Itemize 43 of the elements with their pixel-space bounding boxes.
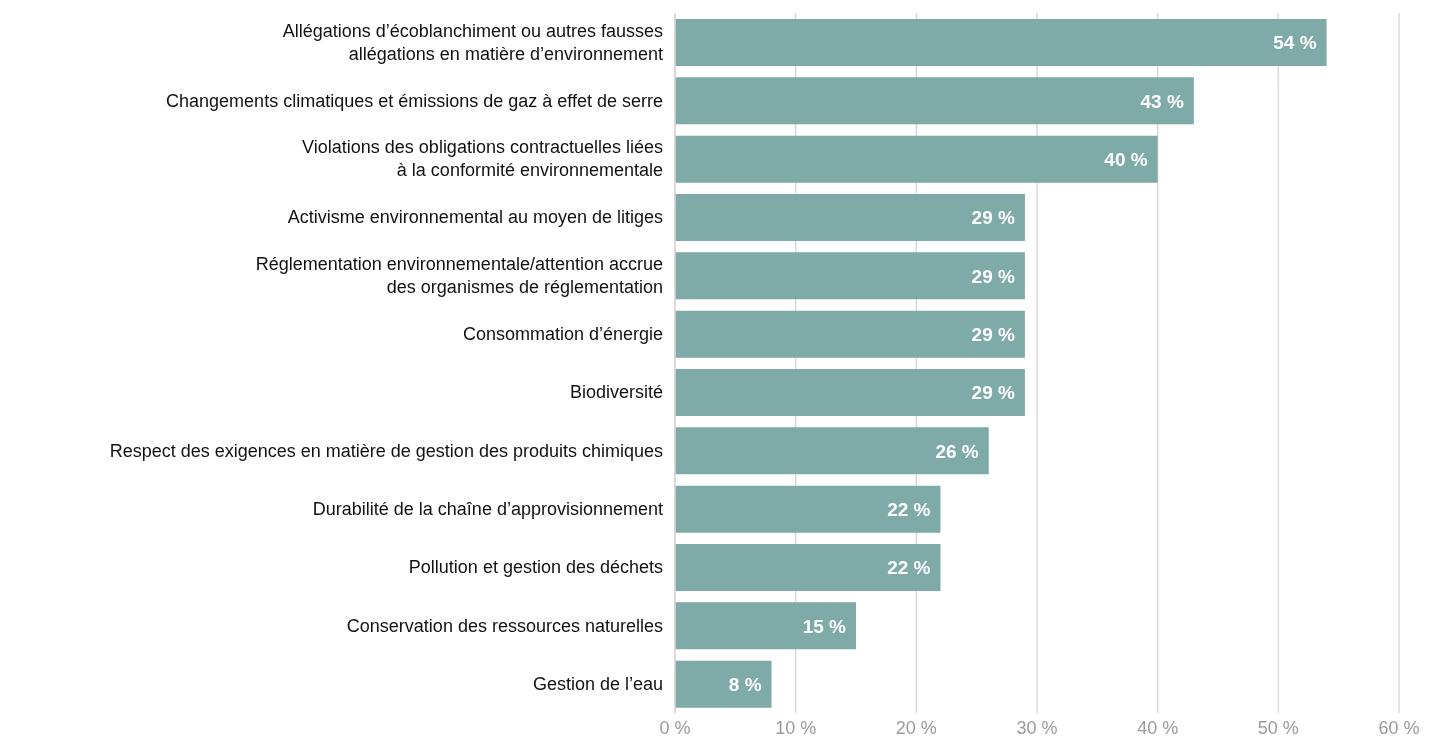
bar (675, 194, 1025, 241)
data-label: 22 % (887, 498, 931, 520)
x-tick-label: 10 % (775, 717, 817, 738)
data-label: 29 % (971, 323, 1016, 345)
x-tick-label: 50 % (1257, 717, 1299, 738)
y-tick-label: Durabilité de la chaîne d’approvisionnement (312, 498, 663, 519)
x-tick-label: 40 % (1137, 717, 1179, 738)
y-tick-label: Gestion de l’eau (532, 673, 663, 694)
x-tick-label: 20 % (895, 717, 937, 738)
y-tick-label: Changements climatiques et émissions de gaz à effet de serre (166, 90, 663, 111)
bar (675, 485, 941, 533)
data-label: 8 % (728, 673, 762, 695)
data-label: 29 % (971, 265, 1016, 287)
bar (675, 310, 1025, 358)
y-tick-label: Violations des obligations contractuelles liées à la conformité environnementale (302, 137, 663, 181)
bar (675, 544, 941, 591)
bar (675, 602, 856, 650)
data-label: 15 % (802, 615, 847, 637)
y-tick-label: Consommation d’énergie (462, 323, 663, 344)
data-label: 29 % (971, 382, 1016, 404)
data-label: 29 % (971, 207, 1016, 229)
y-tick-label: Allégations d’écoblanchiment ou autres fausses allégations en matière d’environnement (282, 20, 663, 64)
data-label: 40 % (1104, 148, 1148, 170)
bar (675, 660, 772, 708)
bar (675, 369, 1025, 416)
y-tick-label: Respect des exigences en matière de gestion des produits chimiques (109, 440, 663, 461)
data-label: 54 % (1273, 32, 1317, 54)
bar (675, 135, 1158, 183)
y-tick-label: Activisme environnemental au moyen de litiges (287, 207, 663, 228)
y-tick-label: Réglementation environnementale/attention accrue des organismes de réglementation (255, 254, 663, 297)
x-tick-label: 60 % (1378, 717, 1420, 738)
bar (675, 427, 989, 475)
bar (675, 77, 1194, 125)
data-label: 43 % (1140, 90, 1184, 112)
bar (675, 252, 1025, 300)
x-tick-label: 30 % (1016, 717, 1058, 738)
x-tick-label: 0 % (659, 717, 691, 738)
y-tick-label: Biodiversité (569, 382, 663, 403)
bar (675, 19, 1327, 66)
y-tick-label: Conservation des ressources naturelles (346, 615, 663, 636)
y-tick-label: Pollution et gestion des déchets (408, 557, 663, 578)
data-label: 22 % (887, 557, 931, 579)
data-label: 26 % (935, 440, 979, 462)
